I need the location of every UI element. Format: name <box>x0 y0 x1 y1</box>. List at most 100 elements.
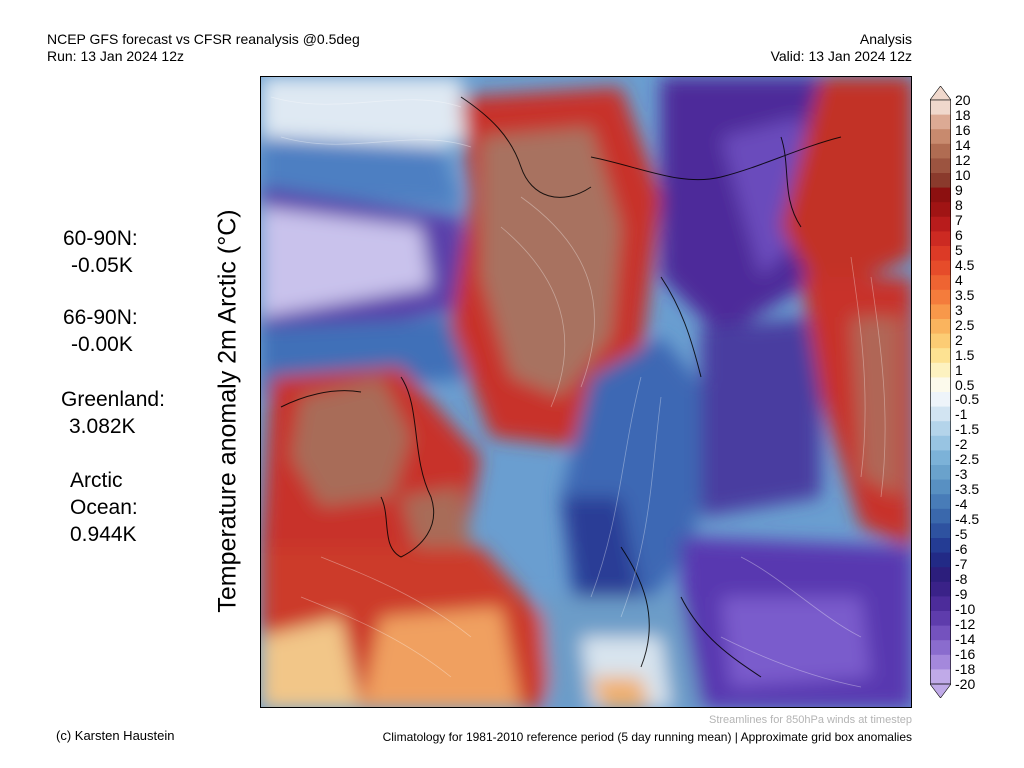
stat-label-2: Ocean: <box>70 496 138 519</box>
colorbar-segment <box>930 421 951 437</box>
stat-value: -0.05K <box>71 254 133 277</box>
colorbar-tick-label: 6 <box>955 226 963 243</box>
climatology-note: Climatology for 1981-2010 reference peri… <box>382 730 912 744</box>
streamlines <box>270 96 886 688</box>
colorbar-segment <box>930 362 951 378</box>
colorbar-segment <box>930 246 951 262</box>
colorbar-segment <box>930 508 951 524</box>
title-line1: NCEP GFS forecast vs CFSR reanalysis @0.… <box>47 31 360 47</box>
colorbar-tick-label: -14 <box>955 631 976 648</box>
colorbar-segment <box>930 377 951 393</box>
colorbar-tick-label: 5 <box>955 241 963 258</box>
colorbar-tick-label: 8 <box>955 196 963 213</box>
colorbar-tick-label: -18 <box>955 661 976 678</box>
colorbar-tick-label: -20 <box>955 676 976 692</box>
colorbar-segment <box>930 333 951 349</box>
colorbar-segment <box>930 216 951 232</box>
colorbar-segment <box>930 450 951 466</box>
colorbar-tick-label: -3 <box>955 466 968 483</box>
anomaly-map <box>260 76 912 708</box>
colorbar-tick-label: -4 <box>955 496 968 513</box>
colorbar-segment <box>930 669 951 685</box>
colorbar-tick-label: 14 <box>955 136 971 153</box>
colorbar-tick-label: 7 <box>955 211 963 228</box>
colorbar-tick-label: -2.5 <box>955 451 980 468</box>
stat-greenland: Greenland: 3.082K <box>61 386 165 440</box>
colorbar-tick-label: 20 <box>955 92 971 108</box>
stat-label: Greenland: <box>61 388 165 411</box>
colorbar-segment <box>930 479 951 495</box>
colorbar-segment <box>930 625 951 641</box>
colorbar-tick-label: -4.5 <box>955 511 980 528</box>
colorbar-segment <box>930 611 951 627</box>
colorbar-tick-label: -1.5 <box>955 421 980 438</box>
stat-60-90n: 60-90N: -0.05K <box>63 225 138 279</box>
colorbar-segment <box>930 523 951 539</box>
colorbar-tick-label: 2 <box>955 331 963 348</box>
colorbar-tick-label: 18 <box>955 106 971 123</box>
colorbar-segment <box>930 319 951 335</box>
colorbar-tick-label: -9 <box>955 586 968 603</box>
colorbar-tick-label: -12 <box>955 616 976 633</box>
run-line: Run: 13 Jan 2024 12z <box>47 48 184 64</box>
colorbar-tick-label: -2 <box>955 436 968 453</box>
colorbar-segment <box>930 654 951 670</box>
colorbar-tick-label: 0.5 <box>955 376 975 393</box>
colorbar-segment <box>930 129 951 145</box>
anomaly-fields <box>261 77 911 707</box>
streamlines-note: Streamlines for 850hPa winds at timestep <box>709 714 912 726</box>
colorbar-frame <box>930 99 951 685</box>
colorbar-tick-label: -7 <box>955 556 968 573</box>
colorbar-segment <box>930 304 951 320</box>
colorbar-tick-label: -1 <box>955 406 968 423</box>
colorbar-segment <box>930 143 951 159</box>
colorbar-segment <box>930 100 951 116</box>
colorbar-tick-label: 1.5 <box>955 346 975 363</box>
colorbar-tick-label: 3.5 <box>955 286 975 303</box>
colorbar-segment <box>930 581 951 597</box>
stat-label: 66-90N: <box>63 306 138 329</box>
coastlines <box>280 96 842 678</box>
stat-arctic-ocean: Arctic Ocean: 0.944K <box>70 467 138 548</box>
colorbar-tick-label: 3 <box>955 301 963 318</box>
colorbar-segment <box>930 187 951 203</box>
colorbar-tick-label: 4.5 <box>955 256 975 273</box>
header-right: Analysis Valid: 13 Jan 2024 12z <box>771 31 912 65</box>
stat-66-90n: 66-90N: -0.00K <box>63 304 138 358</box>
colorbar-top-arrow <box>930 86 951 101</box>
colorbar-segment <box>930 567 951 583</box>
anomaly-map-svg <box>261 77 911 707</box>
colorbar-segment <box>930 494 951 510</box>
stat-value: 0.944K <box>70 523 137 546</box>
header-left: NCEP GFS forecast vs CFSR reanalysis @0.… <box>47 31 360 65</box>
colorbar-tick-label: -16 <box>955 646 976 663</box>
colorbar-segment <box>930 435 951 451</box>
colorbar-tick-label: 2.5 <box>955 316 975 333</box>
colorbar-tick-label: -10 <box>955 601 976 618</box>
colorbar-tick-label: 1 <box>955 361 963 378</box>
stat-value: 3.082K <box>69 415 136 438</box>
colorbar-segment <box>930 348 951 364</box>
colorbar-tick-label: -0.5 <box>955 391 980 408</box>
analysis-label: Analysis <box>859 31 912 47</box>
colorbar-segment <box>930 392 951 408</box>
colorbar-tick-label: -8 <box>955 571 968 588</box>
colorbar-segment <box>930 158 951 174</box>
valid-line: Valid: 13 Jan 2024 12z <box>770 48 912 64</box>
colorbar-segment <box>930 406 951 422</box>
stat-value: -0.00K <box>71 333 133 356</box>
colorbar-tick-label: 12 <box>955 151 971 168</box>
colorbar-tick-label: -5 <box>955 526 968 543</box>
colorbar-bottom-arrow <box>930 683 951 698</box>
colorbar-segment <box>930 231 951 247</box>
colorbar-segment <box>930 596 951 612</box>
colorbar-segment <box>930 640 951 656</box>
colorbar-tick-label: -6 <box>955 541 968 558</box>
colorbar-segment <box>930 173 951 189</box>
colorbar <box>930 86 951 698</box>
stat-label: Arctic <box>70 469 123 492</box>
colorbar-segment <box>930 465 951 481</box>
colorbar-tick-label: 4 <box>955 271 963 288</box>
colorbar-segment <box>930 260 951 276</box>
colorbar-segment <box>930 114 951 130</box>
